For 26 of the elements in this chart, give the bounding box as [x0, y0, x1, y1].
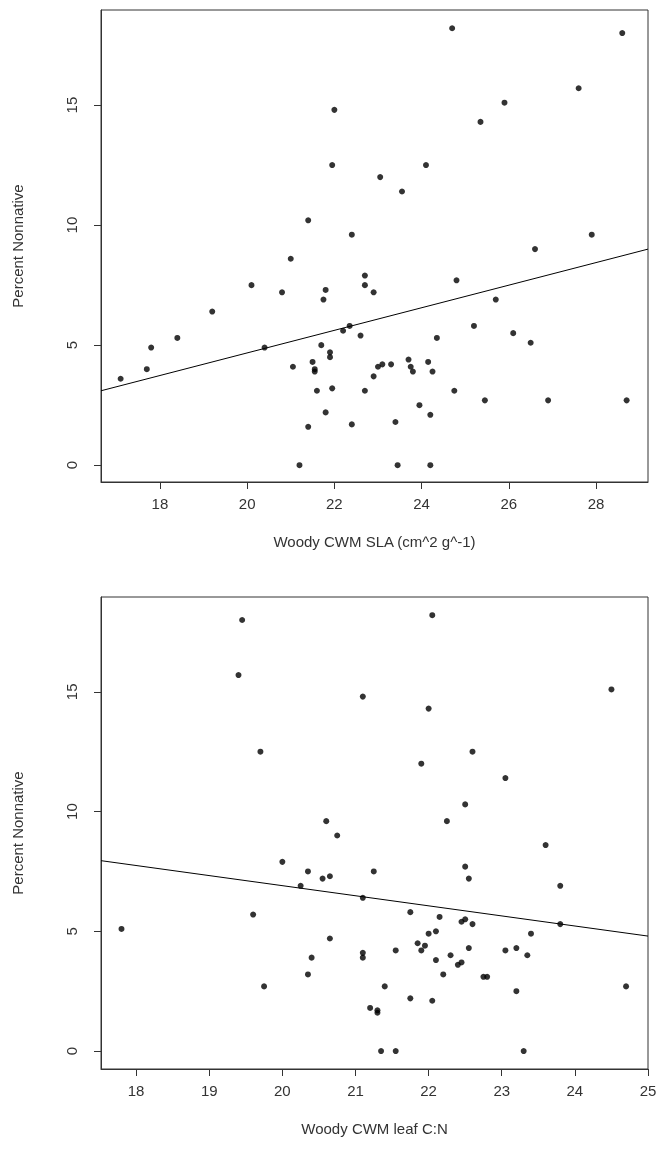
x-tick-label: 20: [274, 1082, 291, 1099]
y-axis-title: Percent Nonnative: [9, 184, 26, 308]
y-axis-title: Percent Nonnative: [9, 771, 26, 895]
x-tick-label: 18: [127, 1082, 145, 1099]
x-tick-label: 23: [493, 1082, 511, 1099]
y-tick-label: 15: [63, 96, 80, 114]
y-tick-label: 5: [63, 927, 80, 936]
x-tick-label: 21: [347, 1082, 364, 1099]
x-tick-label: 24: [566, 1082, 584, 1099]
x-tick-label: 22: [420, 1082, 437, 1099]
x-tick-label: 19: [200, 1082, 218, 1099]
y-tick-label: 15: [63, 683, 80, 701]
x-tick-label: 28: [587, 495, 605, 512]
y-tick-label: 0: [63, 1046, 80, 1056]
x-tick-label: 24: [413, 495, 430, 512]
x-axis-title: Woody CWM SLA (cm^2 g^-1): [273, 533, 476, 550]
y-tick-label: 10: [63, 216, 80, 234]
x-tick-label: 26: [500, 495, 518, 512]
x-tick-label: 18: [151, 495, 169, 512]
x-tick-label: 25: [639, 1082, 657, 1099]
y-tick-label: 5: [63, 340, 80, 350]
x-tick-label: 20: [238, 495, 256, 512]
x-axis-title: Woody CWM leaf C:N: [301, 1120, 448, 1137]
y-tick-label: 0: [63, 461, 80, 470]
x-tick-label: 22: [326, 495, 343, 512]
y-tick-label: 10: [63, 803, 80, 820]
